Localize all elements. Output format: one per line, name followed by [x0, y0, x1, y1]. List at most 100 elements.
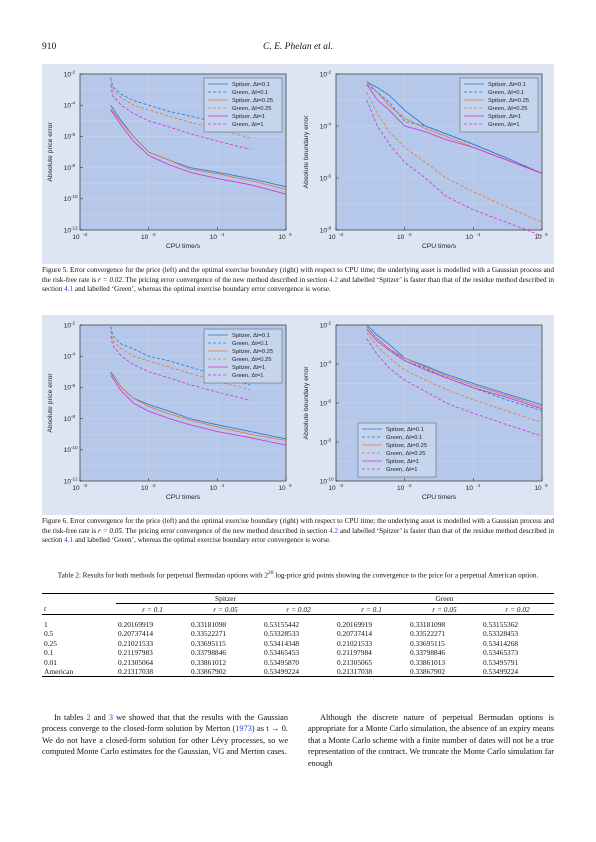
legend: Spitzer, Δt=0.1 Green, Δt=0.1 Spitzer, Δt=… [357, 422, 437, 478]
table-cell: 0.53465373 [483, 648, 519, 658]
x-tick-label: 10 [466, 485, 474, 492]
y-tick-exponent: -6 [71, 132, 76, 137]
row-label: 0.01 [44, 657, 57, 667]
body-right-column: Although the discrete nature of perpetua… [308, 713, 554, 768]
legend-entry: Spitzer, Δt=0.1 [232, 82, 270, 88]
col-header: r = 0.05 [432, 604, 457, 614]
y-tick-exponent: -6 [327, 173, 332, 178]
row-label: 0.1 [44, 648, 54, 658]
x-tick-label: 10 [397, 234, 405, 241]
series-line [366, 338, 543, 437]
y-tick-label: 10 [320, 71, 328, 78]
y-tick-exponent: -12 [71, 476, 78, 481]
table-2-caption: Table 2. Results for both methods for pe… [57, 570, 539, 580]
y-axis-label: Absolute price error [47, 373, 54, 433]
table-cell: 0.53499224 [264, 666, 300, 676]
table-cell: 0.21021533 [337, 638, 373, 648]
x-tick-label: 10 [278, 234, 286, 241]
legend-box [203, 328, 283, 384]
legend-entry: Spitzer, Δt=0.25 [488, 98, 529, 104]
series-line [366, 329, 543, 410]
table-cell: 0.21197984 [337, 648, 372, 658]
col-t-header: t [44, 604, 47, 614]
y-tick-exponent: -4 [71, 352, 76, 357]
table-cell: 0.21317038 [118, 666, 154, 676]
legend-entry: Spitzer, Δt=0.1 [232, 333, 270, 339]
series-line [366, 81, 543, 174]
row-label: 0.25 [44, 638, 57, 648]
legend-entry: Green, Δt=1 [232, 122, 263, 128]
group-spitzer: Spitzer [116, 593, 335, 605]
y-tick-label: 10 [64, 478, 72, 485]
table-cell: 0.33522271 [410, 629, 446, 639]
series-line [366, 84, 543, 174]
x-tick-label: 10 [328, 485, 336, 492]
table-cell: 0.20737414 [337, 629, 373, 639]
table-cell: 0.53499224 [483, 666, 519, 676]
col-header: r = 0.1 [361, 604, 382, 614]
x-tick-label: 10 [141, 485, 149, 492]
y-tick-exponent: -2 [327, 69, 332, 74]
series-line [110, 326, 251, 386]
x-tick-exponent: 0 [289, 232, 292, 237]
x-tick-exponent: 0 [545, 232, 548, 237]
y-tick-label: 10 [64, 227, 72, 234]
y-tick-exponent: -2 [71, 320, 76, 325]
legend-entry: Green, Δt=0.1 [232, 341, 268, 347]
table-cell: 0.33695115 [410, 638, 445, 648]
figure-5-caption: Figure 5. Error convergence for the pric… [42, 266, 555, 294]
x-axis-label: CPU time/s [422, 494, 457, 501]
legend-entry: Green, Δt=1 [386, 467, 417, 473]
series-line [110, 109, 287, 195]
x-tick-label: 10 [72, 485, 80, 492]
y-tick-label: 10 [64, 447, 72, 454]
running-head-authors: C. E. Phelan et al. [263, 42, 333, 52]
table-cell: 0.21305064 [118, 657, 154, 667]
row-label: 0.5 [44, 629, 54, 639]
legend-entry: Spitzer, Δt=1 [386, 459, 419, 465]
y-tick-label: 10 [320, 361, 328, 368]
x-axis-label: CPU time/s [422, 243, 457, 250]
table-cell: 0.21197983 [118, 648, 153, 658]
x-tick-exponent: -3 [339, 232, 344, 237]
y-tick-exponent: -4 [327, 121, 332, 126]
y-tick-label: 10 [64, 322, 72, 329]
series-line [366, 324, 543, 406]
table-cell: 0.33181098 [191, 619, 227, 629]
figure-6-caption: Figure 6. Error convergence for the pric… [42, 517, 555, 545]
y-tick-exponent: -12 [71, 225, 78, 230]
x-tick-label: 10 [210, 234, 218, 241]
x-tick-label: 10 [534, 485, 542, 492]
legend-box [203, 77, 283, 133]
x-tick-exponent: -3 [339, 483, 344, 488]
legend-entry: Green, Δt=0.25 [386, 451, 425, 457]
y-tick-exponent: -2 [71, 69, 76, 74]
page-number: 910 [42, 42, 57, 52]
table-cell: 0.53328533 [264, 629, 300, 639]
legend-entry: Spitzer, Δt=1 [488, 114, 521, 120]
x-tick-exponent: 0 [545, 483, 548, 488]
table-cell: 0.33695115 [191, 638, 226, 648]
x-tick-label: 10 [534, 234, 542, 241]
row-label: 1 [44, 619, 48, 629]
x-tick-exponent: -2 [152, 232, 157, 237]
y-tick-exponent: -8 [327, 437, 332, 442]
legend-entry: Green, Δt=0.25 [488, 106, 527, 112]
body-left-column: In tables 2 and 3 we showed that that th… [42, 713, 288, 757]
legend-box [357, 422, 437, 478]
y-tick-label: 10 [64, 165, 72, 172]
y-tick-label: 10 [320, 123, 328, 130]
legend: Spitzer, Δt=0.1 Green, Δt=0.1 Spitzer, Δt=… [203, 77, 283, 133]
x-tick-label: 10 [141, 234, 149, 241]
y-tick-label: 10 [64, 385, 72, 392]
plot-frame [79, 73, 287, 231]
table-row: 1 0.20169919 0.33181098 0.53155442 0.2016991… [42, 620, 554, 629]
y-tick-exponent: -4 [327, 359, 332, 364]
table-row: 0.5 0.20737414 0.33522271 0.53328533 0.20737… [42, 629, 554, 638]
series-line [110, 84, 251, 150]
table-cell: 0.33861013 [410, 657, 446, 667]
table-cell: 0.33867902 [410, 666, 446, 676]
